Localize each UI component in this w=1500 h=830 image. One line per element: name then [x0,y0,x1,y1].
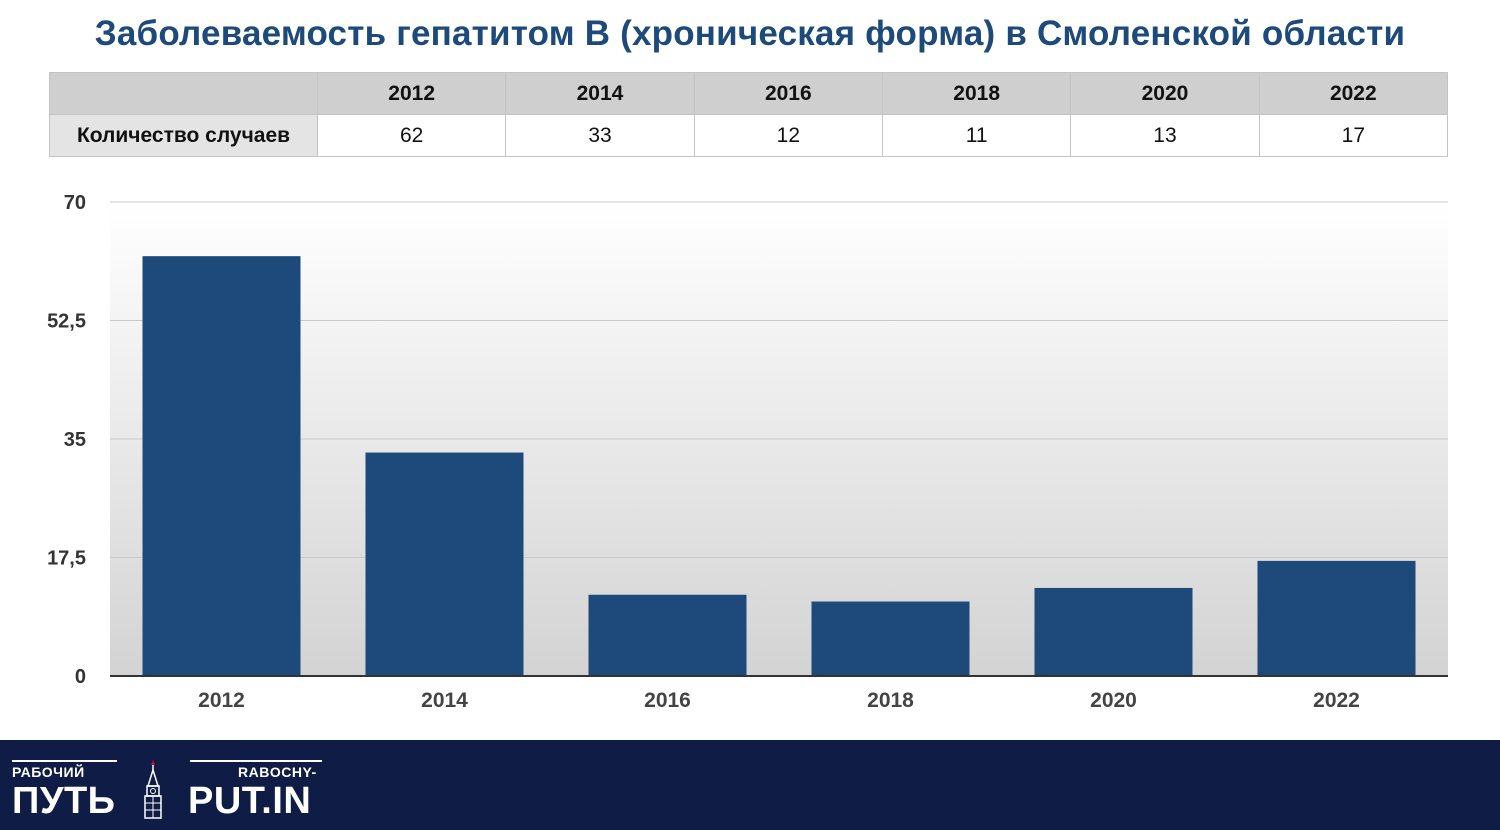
x-tick-label: 2012 [198,689,245,712]
y-tick-label: 70 [64,192,86,214]
table-header-row: 2012 2014 2016 2018 2020 2022 [49,72,1449,115]
x-tick-label: 2018 [867,689,914,712]
x-tick-label: 2022 [1313,689,1360,712]
kremlin-tower-icon [144,760,162,819]
table-header-cell: 2020 [1070,72,1260,115]
chart-title: Заболеваемость гепатитом В (хроническая … [94,14,1406,53]
bar-chart-svg: 0 17,5 35 52,5 70 2012 2014 2016 2018 2020 2022 [47,192,1448,712]
y-tick-label: 17,5 [47,548,86,570]
table-header-cell: 2018 [881,72,1072,115]
x-tick-label: 2016 [644,689,691,712]
x-tick-label: 2014 [421,689,468,712]
footer-bar: РАБОЧИЙ RABOCHY- ПУТЬ PUT.IN [0,740,1500,830]
data-table: 2012 2014 2016 2018 2020 2022 Количество… [49,72,1449,157]
gridlines [110,201,1448,558]
table-row-label: Количество случаев [49,114,318,157]
logo-rule [190,760,322,762]
table-cell: 13 [1070,114,1260,157]
table-header-cell: 2022 [1258,72,1449,115]
bar-2018 [811,601,970,676]
table-header-cell: 2016 [693,72,883,115]
x-axis-ticks: 2012 2014 2016 2018 2020 2022 [198,689,1360,712]
bar-2022 [1257,560,1416,676]
bar-2014 [365,452,524,676]
logo-small-right: RABOCHY- [238,764,317,780]
table-row: Количество случаев 62 33 12 11 13 17 [49,114,1449,157]
table-cell: 17 [1258,114,1449,157]
site-logo[interactable]: РАБОЧИЙ RABOCHY- ПУТЬ PUT.IN [12,758,332,822]
bar-chart: 0 17,5 35 52,5 70 2012 2014 2016 2018 2020 2022 [0,180,1500,730]
logo-big-left: ПУТЬ [12,780,116,822]
logo-small-left: РАБОЧИЙ [12,764,85,780]
y-axis-ticks: 0 17,5 35 52,5 70 [47,192,86,688]
bar-2016 [588,594,747,676]
table-cell: 12 [693,114,883,157]
table-corner-cell [49,72,318,115]
y-tick-label: 35 [64,429,86,451]
bar-2020 [1034,587,1193,676]
logo-rule [12,760,117,762]
bar-2012 [142,256,301,676]
y-tick-label: 52,5 [47,311,86,333]
table-cell: 11 [881,114,1072,157]
bars [142,256,1416,676]
x-tick-label: 2020 [1090,689,1137,712]
table-cell: 33 [505,114,695,157]
table-cell: 62 [316,114,507,157]
logo-big-right: PUT.IN [188,780,312,822]
y-tick-label: 0 [75,666,86,688]
table-header-cell: 2012 [316,72,507,115]
table-header-cell: 2014 [505,72,695,115]
